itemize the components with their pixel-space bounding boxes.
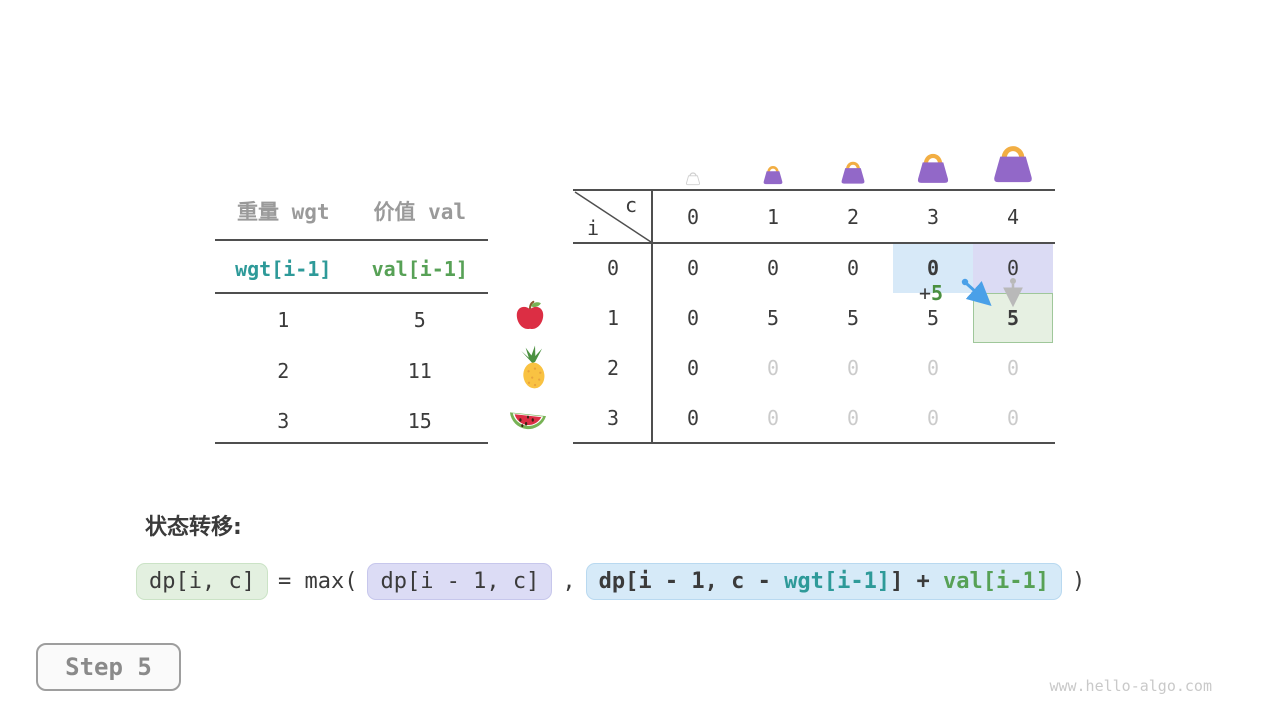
- table-row: 3 15: [215, 406, 488, 436]
- dp-corner-cell: c i: [573, 190, 653, 243]
- apple-icon: [513, 299, 547, 333]
- formula-equals-max: = max(: [277, 568, 358, 594]
- dp-cell: 0: [686, 306, 700, 330]
- empty-bag-icon: [684, 170, 702, 186]
- add-value-annotation: +5: [919, 281, 943, 305]
- dp-cell: 5: [846, 306, 860, 330]
- wgt-index-label: wgt[i-1]: [235, 257, 332, 281]
- dp-row-header: 2: [606, 356, 620, 380]
- formula-close-paren: ): [1072, 568, 1086, 594]
- watermelon-icon: [506, 400, 550, 438]
- dp-cell: 0: [1006, 406, 1020, 430]
- dp-col-header: 3: [926, 204, 940, 229]
- dp-cell: 5: [766, 306, 780, 330]
- dp-row-header: 1: [606, 306, 620, 330]
- formula-lhs: dp[i, c]: [136, 562, 268, 600]
- arrow-from-above-dot: [1010, 278, 1016, 284]
- item-value: 11: [407, 359, 432, 383]
- weight-header: 重量 wgt: [236, 200, 330, 224]
- bag-icon: [760, 163, 786, 186]
- diagonal-divider: [574, 191, 652, 243]
- formula-comma: ,: [562, 568, 576, 594]
- item-weight: 3: [277, 409, 290, 433]
- added-value: 5: [931, 281, 944, 305]
- dp-col-header: 2: [846, 204, 860, 229]
- table-row: 1 5: [215, 305, 488, 335]
- state-transition-formula: dp[i, c] = max( dp[i - 1, c] , dp[i - 1,…: [136, 560, 1095, 602]
- dp-cell: 0: [1006, 356, 1020, 380]
- dp-col-header: 1: [766, 204, 780, 229]
- step-indicator: Step 5: [36, 643, 181, 691]
- option-take-prefix: dp[i - 1, c -: [598, 568, 785, 594]
- divider: [573, 189, 1055, 191]
- divider: [651, 189, 653, 444]
- item-var-label: i: [587, 216, 600, 240]
- item-value: 5: [413, 308, 426, 332]
- bag-icon: [912, 149, 954, 186]
- formula-option-take: dp[i - 1, c - wgt[i-1]] + val[i-1]: [585, 562, 1063, 600]
- item-value: 15: [407, 409, 432, 433]
- val-index-label: val[i-1]: [371, 257, 468, 281]
- dp-cell: 0: [846, 256, 860, 280]
- table-row: 2 11: [215, 356, 488, 386]
- value-header: 价值 val: [373, 200, 467, 224]
- arrow-from-diagonal: [965, 281, 992, 307]
- items-table-index-row: wgt[i-1] val[i-1]: [215, 254, 488, 284]
- formula-option-keep: dp[i - 1, c]: [367, 562, 553, 600]
- dp-table: c i 0 1 2 3 4 0 0 0 0 0 0 1 0 5 5 5 5 2 …: [573, 190, 1053, 443]
- dp-cell: 0: [846, 406, 860, 430]
- divider: [573, 242, 1055, 244]
- dp-col-header: 0: [686, 204, 700, 229]
- bag-icon: [987, 140, 1039, 186]
- dp-cell: 0: [926, 356, 940, 380]
- option-take-mid: ] +: [890, 568, 944, 594]
- dp-cell: 0: [846, 356, 860, 380]
- capacity-var-label: c: [624, 193, 637, 217]
- option-take-wgt: wgt[i-1]: [784, 568, 891, 594]
- dp-cell: 0: [766, 256, 780, 280]
- divider: [215, 442, 488, 444]
- dp-cell: 0: [686, 256, 700, 280]
- dp-cell-source-keep: 0: [893, 243, 973, 293]
- item-weight: 2: [277, 359, 290, 383]
- plus-operator: +: [919, 281, 932, 305]
- item-weight: 1: [277, 308, 290, 332]
- watermark: www.hello-algo.com: [1049, 677, 1212, 695]
- divider: [573, 442, 1055, 444]
- dp-cell: 0: [686, 356, 700, 380]
- dp-cell: 0: [766, 406, 780, 430]
- divider: [215, 292, 488, 294]
- dp-col-header: 4: [1006, 204, 1020, 229]
- transition-arrows: [961, 278, 1023, 308]
- dp-cell: 0: [766, 356, 780, 380]
- state-transition-label: 状态转移:: [145, 515, 242, 540]
- divider: [215, 239, 488, 241]
- dp-cell: 0: [686, 406, 700, 430]
- dp-cell: 5: [926, 306, 940, 330]
- dp-cell: 0: [926, 406, 940, 430]
- bag-icon: [837, 158, 869, 186]
- option-take-val: val[i-1]: [943, 568, 1050, 594]
- pineapple-icon: [511, 344, 552, 392]
- dp-row-header: 3: [606, 406, 620, 430]
- items-table-header: 重量 wgt 价值 val: [215, 196, 488, 226]
- dp-row-header: 0: [606, 256, 620, 280]
